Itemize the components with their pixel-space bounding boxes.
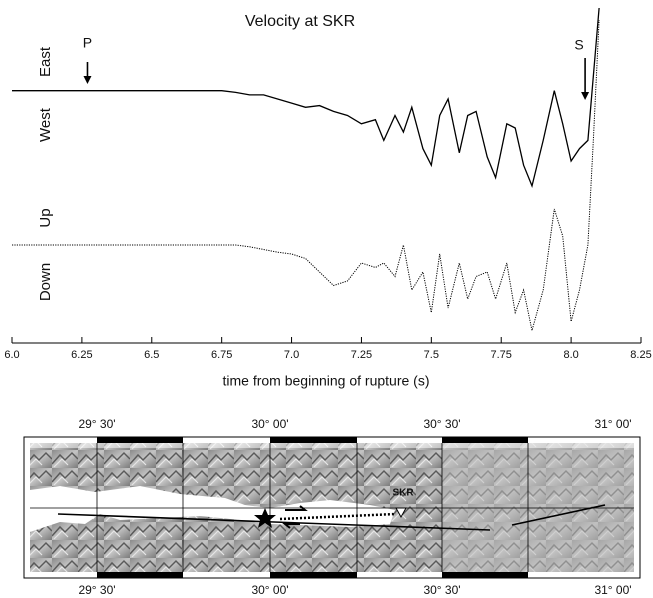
rupture <box>279 512 397 521</box>
fault <box>57 513 491 531</box>
map-coordinate-label: 30° 00' <box>251 583 288 597</box>
x-tick-label: 7.25 <box>351 349 372 361</box>
x-tick-label: 7.0 <box>284 349 299 361</box>
x-tick-label: 7.5 <box>424 349 439 361</box>
chart-title: Velocity at SKR <box>245 13 355 30</box>
map-coordinate-label: 30° 00' <box>251 417 288 431</box>
map-coordinate-label: 29° 30' <box>78 417 115 431</box>
station-label: SKR <box>392 488 414 499</box>
sea <box>30 486 395 532</box>
x-tick-label: 8.25 <box>630 349 651 361</box>
x-axis-label: time from beginning of rupture (s) <box>223 373 430 389</box>
x-tick-label: 6.75 <box>211 349 232 361</box>
y-label: East <box>37 46 54 77</box>
x-tick-label: 6.25 <box>71 349 92 361</box>
trace <box>12 19 600 331</box>
x-tick-label: 6.0 <box>4 349 19 361</box>
map: SKR <box>23 436 641 579</box>
annotation-arrowhead <box>581 92 590 100</box>
map-coordinate-label: 31° 00' <box>594 583 631 597</box>
annotation-arrowhead <box>83 76 92 84</box>
x-tick-label: 8.0 <box>563 349 578 361</box>
annotation: S <box>574 37 583 53</box>
y-label: Down <box>37 263 54 301</box>
y-label: West <box>37 107 54 142</box>
station-marker <box>395 507 407 519</box>
map-coordinate-label: 30° 30' <box>423 417 460 431</box>
trace <box>12 7 600 189</box>
map-coordinate-label: 29° 30' <box>78 583 115 597</box>
x-tick-label: 7.75 <box>491 349 512 361</box>
y-label: Up <box>37 208 54 227</box>
map-relief <box>442 443 634 572</box>
map-grid <box>30 443 634 572</box>
map-edge <box>30 443 634 448</box>
map-coordinate-label: 30° 30' <box>423 583 460 597</box>
slip-arrows <box>282 505 308 529</box>
fault <box>511 504 606 526</box>
map-coordinate-label: 31° 00' <box>594 417 631 431</box>
x-tick-label: 6.5 <box>144 349 159 361</box>
map-border-ticks <box>97 437 528 578</box>
annotation: P <box>83 35 92 51</box>
epicenter <box>254 508 276 528</box>
